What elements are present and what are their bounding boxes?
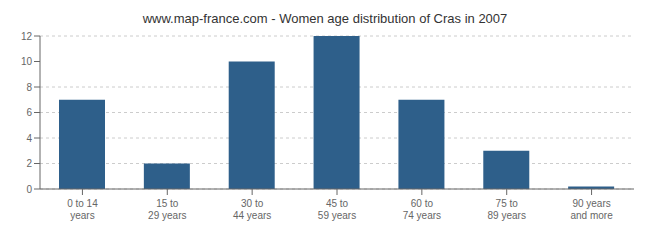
svg-text:60 to74 years: 60 to74 years xyxy=(403,198,441,221)
svg-text:0: 0 xyxy=(26,184,32,195)
svg-text:30 to44 years: 30 to44 years xyxy=(233,198,271,221)
svg-text:15 to29 years: 15 to29 years xyxy=(148,198,186,221)
svg-text:2: 2 xyxy=(26,158,32,169)
svg-text:0 to 14years: 0 to 14years xyxy=(67,198,98,221)
svg-text:12: 12 xyxy=(21,31,33,42)
svg-text:75 to89 years: 75 to89 years xyxy=(488,198,526,221)
svg-text:90 yearsand more: 90 yearsand more xyxy=(570,198,613,221)
svg-text:45 to59 years: 45 to59 years xyxy=(318,198,356,221)
svg-text:4: 4 xyxy=(26,133,32,144)
svg-text:8: 8 xyxy=(26,82,32,93)
svg-text:10: 10 xyxy=(21,56,33,67)
svg-text:6: 6 xyxy=(26,107,32,118)
html-text:www.map-france.com - Women age: www.map-france.com - Women age distribut… xyxy=(142,11,508,26)
